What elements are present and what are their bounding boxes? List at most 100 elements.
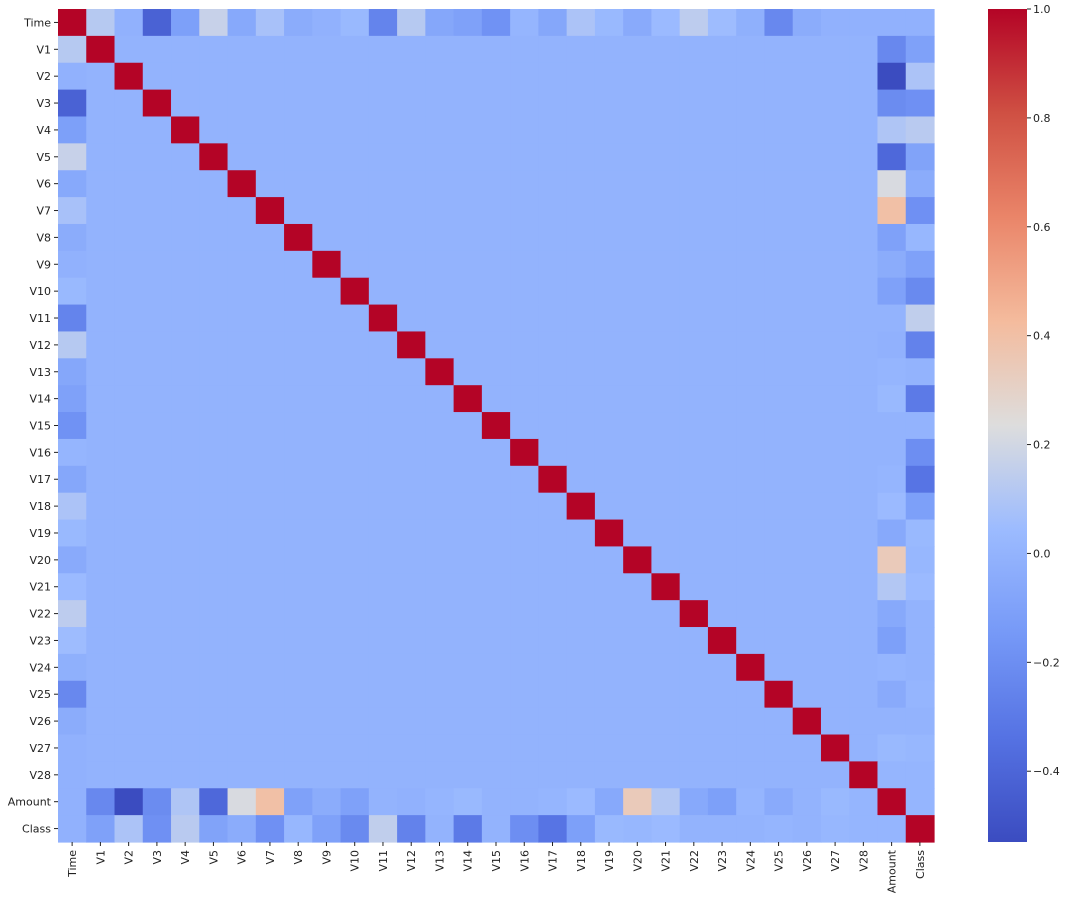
heatmap-cell-Class-V27 — [820, 815, 850, 843]
heatmap-cell-V4-V26 — [792, 116, 822, 144]
heatmap-cell-V23-V2 — [114, 627, 144, 655]
heatmap-cell-V18-V17 — [538, 492, 568, 521]
heatmap-cell-V4-V17 — [538, 116, 568, 144]
heatmap-cell-V23-V18 — [566, 627, 596, 655]
heatmap-cell-V16-V13 — [425, 438, 455, 467]
heatmap-cell-V19-V24 — [736, 519, 766, 548]
heatmap-cell-V4-V4 — [171, 116, 200, 144]
heatmap-cell-V11-V22 — [679, 304, 709, 333]
heatmap-cell-V2-V7 — [255, 62, 285, 91]
heatmap-cell-Class-V8 — [284, 815, 313, 843]
heatmap-cell-V25-V18 — [566, 680, 596, 709]
heatmap-cell-V13-V12 — [397, 358, 426, 386]
heatmap-cell-V4-V13 — [425, 116, 455, 144]
heatmap-cell-V1-V28 — [849, 35, 879, 64]
y-tick-label: V14 — [29, 393, 51, 406]
heatmap-cell-V24-V19 — [594, 653, 624, 682]
heatmap-cell-V20-V16 — [510, 546, 539, 574]
heatmap-cell-V9-V13 — [425, 250, 455, 279]
heatmap-cell-V18-V27 — [820, 492, 850, 521]
heatmap-cell-V2-V15 — [481, 62, 511, 91]
heatmap-cell-V15-V27 — [820, 412, 850, 440]
heatmap-cell-V2-V4 — [171, 62, 200, 91]
heatmap-cell-V15-V25 — [764, 412, 794, 440]
heatmap-cell-V17-V9 — [312, 465, 342, 494]
heatmap-cell-V20-V4 — [171, 546, 200, 574]
heatmap-cell-V7-V27 — [820, 197, 850, 225]
heatmap-cell-V1-V22 — [679, 35, 709, 64]
heatmap-cell-V27-V8 — [284, 734, 313, 762]
heatmap-cell-V5-V1 — [86, 143, 116, 171]
heatmap-cell-V4-V5 — [199, 116, 229, 144]
heatmap-cell-V9-V14 — [453, 250, 483, 279]
heatmap-cell-V11-V11 — [368, 304, 398, 333]
heatmap-cell-V17-V12 — [397, 465, 426, 494]
heatmap-cell-Amount-V18 — [566, 788, 596, 816]
heatmap-cell-V5-V24 — [736, 143, 766, 171]
heatmap-cell-V26-V17 — [538, 707, 568, 736]
heatmap-cell-V14-V20 — [623, 385, 653, 413]
heatmap-cell-V28-V15 — [481, 761, 511, 789]
heatmap-cell-V9-V27 — [820, 250, 850, 279]
heatmap-cell-V2-V6 — [227, 62, 257, 91]
x-tick-label: V27 — [829, 850, 842, 872]
heatmap-cell-V1-V23 — [707, 35, 737, 64]
heatmap-cell-V2-V3 — [142, 62, 172, 91]
heatmap-cell-V12-V12 — [397, 331, 426, 359]
heatmap-cell-V9-V21 — [651, 250, 681, 279]
heatmap-cell-V21-V12 — [397, 573, 426, 601]
heatmap-cell-V10-V13 — [425, 277, 455, 306]
heatmap-cell-V25-V13 — [425, 680, 455, 709]
heatmap-cell-V9-V9 — [312, 250, 342, 279]
colorbar-tick-label: 0.0 — [1033, 547, 1051, 560]
heatmap-cell-V7-V8 — [284, 197, 313, 225]
heatmap-cell-V28-V10 — [340, 761, 370, 789]
heatmap-cell-Class-V12 — [397, 815, 426, 843]
heatmap-cell-V2-Class — [905, 62, 935, 91]
heatmap-cell-V9-V11 — [368, 250, 398, 279]
heatmap-cell-V9-V8 — [284, 250, 313, 279]
heatmap-cell-Time-Time — [58, 9, 87, 37]
heatmap-cell-V1-V7 — [255, 35, 285, 64]
heatmap-cell-Amount-V16 — [510, 788, 539, 816]
heatmap-cell-V24-V9 — [312, 653, 342, 682]
heatmap-cell-V9-V18 — [566, 250, 596, 279]
y-tick-label: V13 — [29, 366, 51, 379]
heatmap-cell-V21-V20 — [623, 573, 653, 601]
heatmap-cell-V25-V5 — [199, 680, 229, 709]
heatmap-cell-V6-V16 — [510, 170, 539, 198]
heatmap-cell-V19-V8 — [284, 519, 313, 548]
heatmap-cell-V15-V8 — [284, 412, 313, 440]
x-tick-label: V25 — [773, 850, 786, 872]
heatmap-cell-V26-V28 — [849, 707, 879, 736]
heatmap-cell-V19-V25 — [764, 519, 794, 548]
heatmap-cell-V27-V27 — [820, 734, 850, 762]
heatmap-cell-V11-V7 — [255, 304, 285, 333]
heatmap-cell-V25-Amount — [877, 680, 907, 709]
heatmap-cell-V22-V6 — [227, 600, 257, 628]
heatmap-cell-V3-V12 — [397, 89, 426, 118]
heatmap-cell-V6-V2 — [114, 170, 144, 198]
heatmap-cell-V5-V11 — [368, 143, 398, 171]
heatmap-cell-V14-V4 — [171, 385, 200, 413]
heatmap-cell-V19-V10 — [340, 519, 370, 548]
heatmap-cell-V8-V15 — [481, 223, 511, 252]
heatmap-cell-V7-V3 — [142, 197, 172, 225]
heatmap-cell-Amount-Class — [905, 788, 935, 816]
heatmap-cell-V17-V15 — [481, 465, 511, 494]
heatmap-cell-V21-V22 — [679, 573, 709, 601]
heatmap-cell-V18-V22 — [679, 492, 709, 521]
heatmap-cell-V8-V18 — [566, 223, 596, 252]
heatmap-cell-V5-V3 — [142, 143, 172, 171]
heatmap-cell-V25-V17 — [538, 680, 568, 709]
heatmap-cell-V6-V11 — [368, 170, 398, 198]
heatmap-cell-Time-V19 — [594, 9, 624, 37]
heatmap-cell-Time-V26 — [792, 9, 822, 37]
heatmap-cell-V12-V23 — [707, 331, 737, 359]
heatmap-cell-V26-V3 — [142, 707, 172, 736]
heatmap-cell-V20-V8 — [284, 546, 313, 574]
heatmap-cell-V22-V23 — [707, 600, 737, 628]
heatmap-cell-V22-V11 — [368, 600, 398, 628]
heatmap-cell-V22-V16 — [510, 600, 539, 628]
heatmap-cell-V8-V23 — [707, 223, 737, 252]
